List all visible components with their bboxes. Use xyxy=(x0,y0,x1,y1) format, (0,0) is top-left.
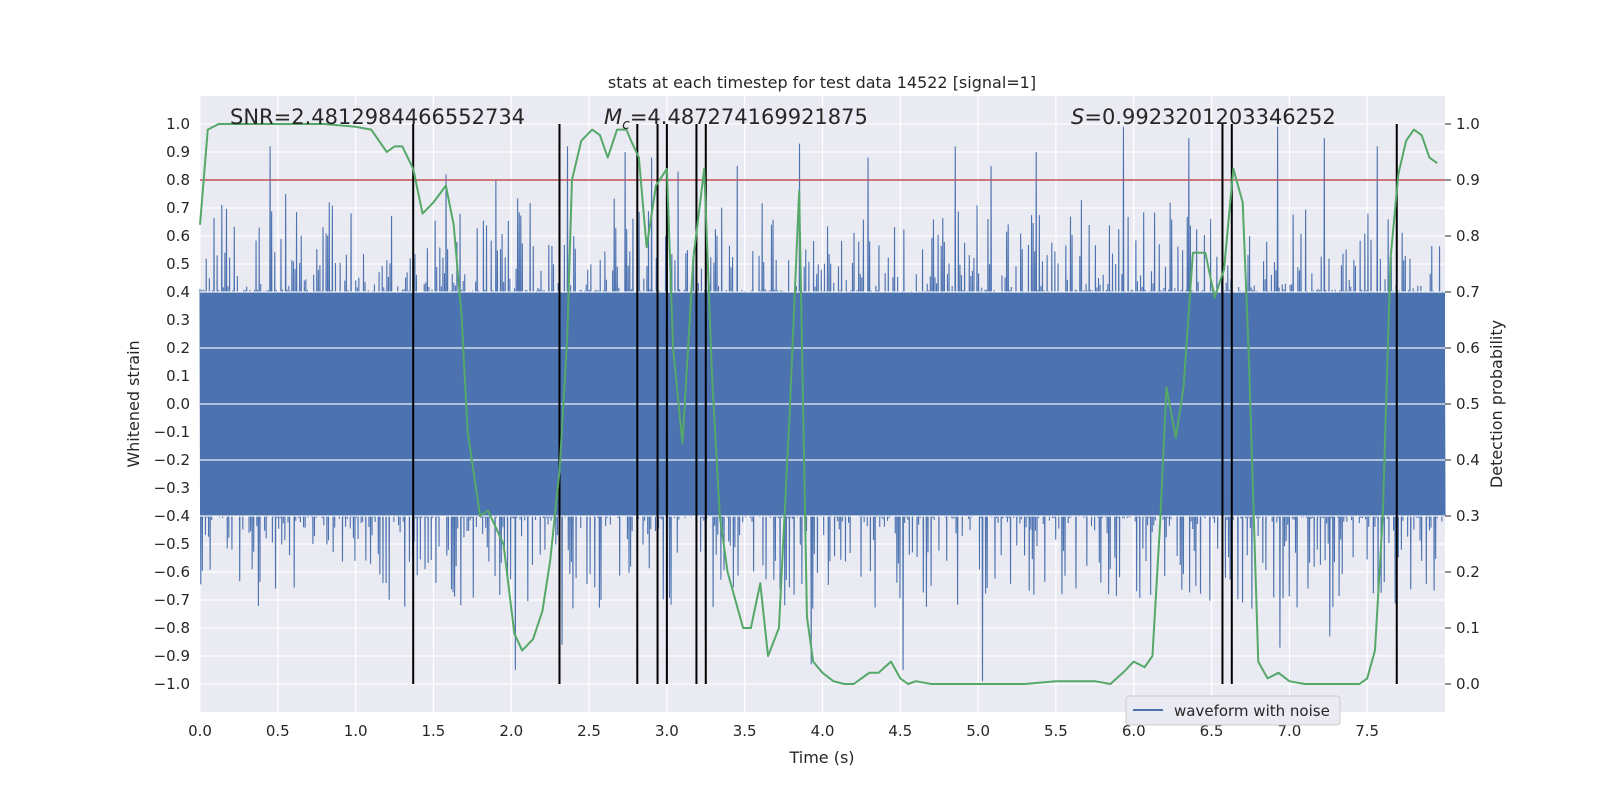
y2-tick-label: 1.0 xyxy=(1456,115,1480,133)
y2-tick-label: 0.3 xyxy=(1456,507,1480,525)
y2-tick-label: 0.2 xyxy=(1456,563,1480,581)
legend: waveform with noise xyxy=(1125,695,1341,726)
y2-tick-label: 0.8 xyxy=(1456,227,1480,245)
statistic-value: =0.9923201203346252 xyxy=(1084,105,1335,129)
y-tick-label: 0.7 xyxy=(166,199,190,217)
chirp-mass-value: =4.487274169921875 xyxy=(630,105,868,129)
y-tick-label: 0.2 xyxy=(166,339,190,357)
x-tick-label: 1.0 xyxy=(344,722,368,740)
y2-tick-label: 0.9 xyxy=(1456,171,1480,189)
y-tick-label: −0.2 xyxy=(154,451,190,469)
snr-statistic-annotation: S=0.9923201203346252 xyxy=(1071,105,1336,129)
snr-annotation: SNR=2.4812984466552734 xyxy=(230,105,525,129)
y-tick-label: −1.0 xyxy=(154,675,190,693)
x-tick-label: 6.5 xyxy=(1200,722,1224,740)
y-tick-label: 0.4 xyxy=(166,283,190,301)
y2-tick-label: 0.6 xyxy=(1456,339,1480,357)
y-tick-label: −0.6 xyxy=(154,563,190,581)
legend-box xyxy=(1125,695,1341,726)
y-tick-label: 0.5 xyxy=(166,255,190,273)
y-tick-label: 0.8 xyxy=(166,171,190,189)
bottom-axis-ticks: 0.0 0.5 1.0 1.5 2.0 2.5 3.0 3.5 4.0 4.5 5.0 5.5 6.0 6… xyxy=(188,722,1379,740)
probability-layer xyxy=(199,123,1438,685)
x-tick-label: 1.5 xyxy=(422,722,446,740)
x-tick-label: 3.5 xyxy=(733,722,757,740)
x-tick-label: 5.0 xyxy=(966,722,990,740)
y-axis-label: Whitened strain xyxy=(124,340,143,467)
x-tick-label: 2.5 xyxy=(577,722,601,740)
y2-tick-label: 0.7 xyxy=(1456,283,1480,301)
y-tick-label: −0.8 xyxy=(154,619,190,637)
y-tick-label: 0.6 xyxy=(166,227,190,245)
left-axis-ticks: −1.0 −0.9 −0.8 −0.7 −0.6 −0.5 −0.4 −0.3 −0.2 −0.1… xyxy=(154,115,190,693)
x-tick-label: 5.5 xyxy=(1044,722,1068,740)
right-axis-ticks: 0.0 0.1 0.2 0.3 0.4 0.5 0.6 0.7 0.8 0.9 1.0 xyxy=(1445,115,1480,693)
y-tick-label: −0.4 xyxy=(154,507,190,525)
x-tick-label: 2.0 xyxy=(499,722,523,740)
y-tick-label: −0.7 xyxy=(154,591,190,609)
y-tick-label: 0.0 xyxy=(166,395,190,413)
statistic-symbol: S xyxy=(1071,105,1084,129)
probability-line xyxy=(199,123,1438,685)
x-tick-label: 7.0 xyxy=(1277,722,1301,740)
x-tick-label: 4.0 xyxy=(811,722,835,740)
y2-axis-label: Detection probability xyxy=(1487,320,1506,488)
x-tick-label: 0.0 xyxy=(188,722,212,740)
chirp-mass-symbol: M xyxy=(604,105,622,129)
y-tick-label: −0.9 xyxy=(154,647,190,665)
y-tick-label: 0.1 xyxy=(166,367,190,385)
x-tick-label: 6.0 xyxy=(1122,722,1146,740)
y2-tick-label: 0.4 xyxy=(1456,451,1480,469)
chirp-mass-subscript: c xyxy=(622,117,630,133)
chart-title: stats at each timestep for test data 145… xyxy=(608,73,1036,92)
x-tick-label: 4.5 xyxy=(888,722,912,740)
legend-waveform-label: waveform with noise xyxy=(1174,702,1330,720)
x-tick-label: 3.0 xyxy=(655,722,679,740)
vertical-markers xyxy=(412,124,1398,684)
x-tick-label: 7.5 xyxy=(1355,722,1379,740)
chirp-mass-annotation: Mc=4.487274169921875 xyxy=(604,105,868,133)
x-tick-label: 0.5 xyxy=(266,722,290,740)
y-tick-label: 1.0 xyxy=(166,115,190,133)
y-tick-label: −0.3 xyxy=(154,479,190,497)
x-axis-label: Time (s) xyxy=(788,748,854,767)
waveform-line xyxy=(199,126,1446,682)
y-tick-label: 0.9 xyxy=(166,143,190,161)
y-tick-label: 0.3 xyxy=(166,311,190,329)
y2-tick-label: 0.5 xyxy=(1456,395,1480,413)
waveform-layer xyxy=(199,126,1446,682)
y-tick-label: −0.5 xyxy=(154,535,190,553)
y-tick-label: −0.1 xyxy=(154,423,190,441)
y2-tick-label: 0.1 xyxy=(1456,619,1480,637)
y2-tick-label: 0.0 xyxy=(1456,675,1480,693)
